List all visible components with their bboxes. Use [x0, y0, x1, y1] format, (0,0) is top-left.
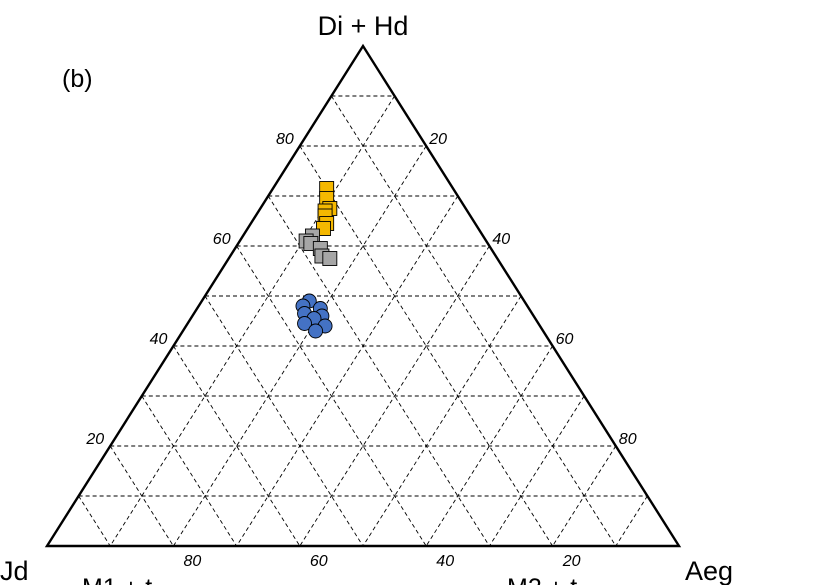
tick-right-40: 40 — [492, 231, 510, 248]
tick-bottom-40: 40 — [436, 553, 454, 570]
grid-line-right-90 — [615, 495, 648, 547]
grid-line-right-50 — [362, 295, 522, 547]
tick-bottom-80: 80 — [184, 553, 202, 570]
tick-left-20: 20 — [85, 431, 104, 448]
grid-line-left-80 — [109, 445, 174, 547]
grid-line-left-90 — [78, 495, 111, 547]
panel-label: (b) — [62, 65, 93, 93]
tick-right-60: 60 — [556, 331, 574, 348]
bottom-partial-label-right: M2 + t — [507, 574, 577, 585]
point-circle-2-8 — [308, 323, 324, 339]
grid-line-left-70 — [141, 395, 237, 547]
grid-line-right-60 — [425, 345, 553, 547]
bottom-partial-label-left: M1 + t — [82, 574, 152, 585]
grid-line-right-70 — [489, 395, 585, 547]
data-points — [295, 181, 338, 339]
triangle-frame — [44, 43, 682, 548]
tick-left-60: 60 — [213, 231, 231, 248]
tick-bottom-60: 60 — [310, 553, 328, 570]
grid-line-right-80 — [552, 445, 617, 547]
grid-lines — [78, 95, 648, 547]
tick-right-80: 80 — [619, 431, 637, 448]
grid-line-right-10 — [109, 95, 395, 547]
grid-line-left-20 — [299, 145, 553, 547]
grid-line-right-30 — [236, 195, 459, 547]
point-square-0-6 — [316, 221, 331, 236]
apex-label-left: Jd — [0, 556, 29, 585]
tick-labels: 80 60 40 20 20 40 60 80 80 60 40 20 — [85, 131, 636, 570]
grid-line-left-10 — [331, 95, 617, 547]
point-circle-2-6 — [297, 316, 312, 331]
grid-line-right-20 — [173, 145, 427, 547]
point-square-1-5 — [322, 251, 338, 266]
apex-label-top: Di + Hd — [318, 11, 409, 41]
tick-left-40: 40 — [150, 331, 168, 348]
grid-line-left-60 — [173, 345, 301, 547]
grid-line-left-50 — [204, 295, 364, 547]
triangle-outline — [44, 43, 682, 548]
tick-bottom-20: 20 — [562, 553, 581, 570]
tick-right-20: 20 — [428, 131, 447, 148]
grid-line-left-30 — [267, 195, 490, 547]
tick-left-80: 80 — [276, 131, 294, 148]
apex-label-right: Aeg — [685, 556, 733, 585]
